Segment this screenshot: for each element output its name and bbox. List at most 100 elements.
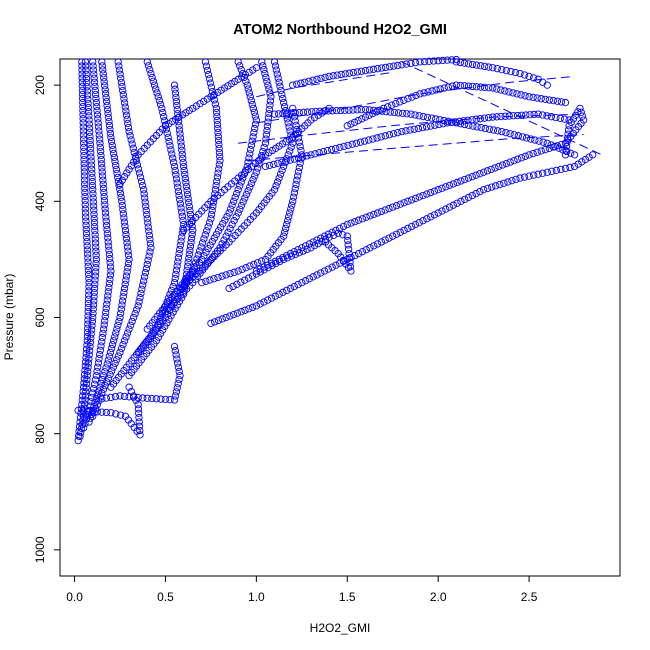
data-point [323, 146, 332, 155]
data-point [102, 364, 110, 372]
data-point [148, 73, 156, 82]
data-point [85, 270, 93, 279]
data-point [479, 186, 488, 194]
data-point [118, 176, 126, 184]
data-point [126, 132, 134, 140]
data-point [98, 408, 106, 416]
data-point [113, 169, 121, 178]
data-point [394, 109, 403, 117]
data-point [98, 172, 107, 180]
data-point [320, 232, 329, 240]
data-point [513, 111, 522, 120]
data-point [171, 274, 179, 283]
data-point [220, 236, 228, 244]
data-point [376, 106, 384, 114]
data-point [139, 186, 148, 194]
data-point [286, 284, 295, 293]
data-point [111, 392, 120, 401]
data-point [142, 206, 150, 215]
data-point [117, 74, 125, 82]
data-point [543, 112, 551, 120]
data-point [336, 224, 344, 233]
data-point [132, 154, 140, 163]
data-point [177, 204, 185, 212]
data-point [273, 70, 281, 78]
data-point [557, 165, 565, 174]
data-point [283, 220, 291, 229]
data-point [279, 110, 287, 118]
data-point [529, 74, 538, 82]
data-point [460, 59, 469, 67]
data-point [264, 261, 272, 269]
data-point [120, 392, 129, 401]
data-point [275, 78, 283, 86]
data-point [80, 143, 88, 151]
data-point [406, 126, 414, 134]
data-point [136, 431, 144, 439]
data-point [144, 62, 153, 70]
data-point [117, 193, 125, 201]
data-point [83, 79, 91, 87]
data-point [501, 112, 509, 120]
data-point [275, 174, 283, 182]
data-point [339, 222, 348, 231]
data-point [343, 220, 351, 229]
data-point [343, 232, 351, 240]
data-point [504, 178, 512, 186]
data-point [146, 65, 154, 74]
data-point [488, 183, 496, 191]
data-point [102, 217, 110, 225]
data-point [448, 56, 456, 64]
data-point [379, 104, 388, 113]
data-point [279, 94, 287, 103]
data-point [173, 384, 181, 392]
data-point [145, 252, 153, 260]
data-point [228, 220, 236, 229]
data-point [159, 108, 167, 117]
data-point [344, 141, 352, 149]
data-point [92, 395, 101, 403]
data-point [347, 120, 355, 128]
data-point [148, 394, 156, 403]
data-point [175, 126, 184, 134]
data-point [274, 74, 282, 82]
data-point [112, 410, 120, 418]
data-point [88, 322, 96, 330]
data-point [493, 113, 501, 121]
data-point [396, 228, 404, 236]
data-point [274, 159, 282, 167]
data-point [172, 270, 180, 278]
data-point [107, 409, 115, 417]
data-point [142, 202, 150, 210]
data-point [426, 188, 435, 197]
data-point [285, 123, 293, 131]
data-point [198, 239, 207, 247]
data-point [233, 189, 241, 198]
data-point [214, 316, 223, 325]
data-point [543, 139, 551, 147]
data-point [101, 86, 109, 94]
data-point [242, 190, 251, 199]
data-point [171, 166, 179, 175]
data-point [389, 232, 397, 240]
data-point [287, 205, 295, 213]
y-tick-label: 600 [33, 307, 47, 327]
data-point [204, 223, 212, 231]
data-point [403, 110, 411, 118]
data-point [139, 394, 147, 402]
data-point [116, 313, 124, 322]
data-point [464, 174, 473, 182]
data-point [89, 194, 97, 202]
data-point [119, 340, 127, 349]
data-point [234, 75, 242, 83]
data-point [100, 196, 109, 205]
data-point [561, 115, 569, 123]
data-point [101, 313, 109, 321]
data-point [210, 234, 219, 242]
data-point [533, 148, 541, 156]
data-point [88, 169, 96, 177]
data-point [452, 119, 461, 127]
data-point [234, 267, 242, 275]
data-point [256, 268, 264, 276]
data-point [226, 224, 234, 233]
